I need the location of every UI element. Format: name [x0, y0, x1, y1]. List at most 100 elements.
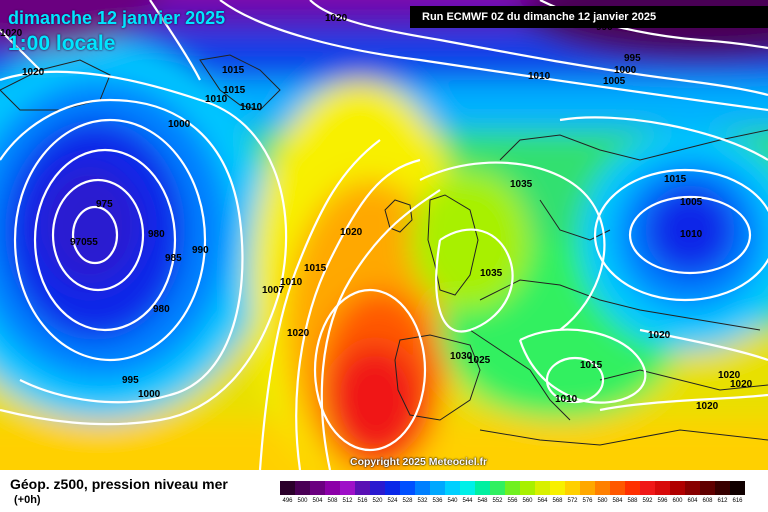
legend-label: 544 [462, 498, 473, 504]
legend-label: 560 [522, 498, 533, 504]
isobar-label: 1020 [696, 401, 719, 412]
z500-field-svg: 1020 1020 1020 1015 1015 1010 1010 1000 … [0, 0, 768, 470]
legend-swatch [520, 481, 535, 495]
map-footer: Géop. z500, pression niveau mer (+0h) 49… [0, 470, 768, 512]
isobar-label: 1020 [325, 13, 348, 24]
legend-swatch [535, 481, 550, 495]
legend-label: 584 [612, 498, 623, 504]
isobar-label: 1035 [480, 268, 503, 279]
legend-label: 520 [372, 498, 383, 504]
legend-swatch [565, 481, 580, 495]
field-title: Géop. z500, pression niveau mer [10, 476, 228, 492]
isobar-label: 1020 [718, 370, 741, 381]
isobar-label: 1010 [205, 94, 228, 105]
isobar-label: 1010 [680, 229, 703, 240]
isobar-label: 975 [96, 199, 113, 210]
legend-swatch [355, 481, 370, 495]
legend-label: 604 [687, 498, 698, 504]
legend-swatch [595, 481, 610, 495]
legend-swatch [460, 481, 475, 495]
legend-swatch [715, 481, 730, 495]
legend-label: 532 [417, 498, 428, 504]
isobar-label: 1015 [304, 263, 327, 274]
legend-swatch [670, 481, 685, 495]
legend-label: 600 [672, 498, 683, 504]
legend-swatch [640, 481, 655, 495]
legend-label: 524 [387, 498, 398, 504]
legend-swatch [295, 481, 310, 495]
isobar-label: 1000 [168, 119, 191, 130]
isobar-label: 1000 [614, 65, 637, 76]
legend-swatch [610, 481, 625, 495]
isobar-label: 1005 [680, 197, 703, 208]
coastlines [0, 54, 768, 446]
isobar-label: 1020 [0, 28, 23, 39]
isobar-label: 1007 [262, 285, 285, 296]
legend-swatch [625, 481, 640, 495]
map-title-date: dimanche 12 janvier 2025 [8, 8, 226, 28]
legend-label: 588 [627, 498, 638, 504]
legend-label: 552 [492, 498, 503, 504]
legend-label: 616 [732, 498, 743, 504]
legend-swatch [370, 481, 385, 495]
legend-swatch [505, 481, 520, 495]
isobar-label: 1015 [580, 360, 603, 371]
isobar-label: 1005 [603, 76, 626, 87]
legend-label: 504 [312, 498, 323, 504]
legend-label: 496 [282, 498, 293, 504]
legend-swatch [655, 481, 670, 495]
legend-label: 608 [702, 498, 713, 504]
legend-swatch [580, 481, 595, 495]
legend-label: 528 [402, 498, 413, 504]
weather-map: 1020 1020 1020 1015 1015 1010 1010 1000 … [0, 0, 768, 470]
isobar-label: 1035 [510, 179, 533, 190]
legend-label: 536 [432, 498, 443, 504]
isobar-label: 1015 [664, 174, 687, 185]
isobar-label: 1030 [450, 351, 473, 362]
isobar-label: 980 [153, 304, 170, 315]
isobars [0, 0, 768, 470]
map-title-time: 1:00 locale [8, 32, 116, 55]
isobar-label: 97055 [70, 237, 98, 248]
legend-swatch [490, 481, 505, 495]
isobar-label: 1025 [468, 355, 491, 366]
isobar-label: 1015 [222, 65, 245, 76]
legend-label: 500 [297, 498, 308, 504]
legend-label: 564 [537, 498, 548, 504]
isobar-label: 1010 [240, 102, 263, 113]
legend-swatch [550, 481, 565, 495]
isobar-label: 1010 [555, 394, 578, 405]
isobar-label: 1020 [648, 330, 671, 341]
isobar-labels: 1020 1020 1020 1015 1015 1010 1010 1000 … [0, 13, 753, 412]
legend-label: 516 [357, 498, 368, 504]
legend-swatch [400, 481, 415, 495]
isobar-label: 1010 [528, 71, 551, 82]
isobar-label: 1020 [22, 67, 45, 78]
legend-swatch [340, 481, 355, 495]
legend-label: 540 [447, 498, 458, 504]
isobar-label: 995 [624, 53, 641, 64]
legend-label: 596 [657, 498, 668, 504]
copyright-notice: Copyright 2025 Meteociel.fr [350, 456, 488, 468]
isobar-label: 995 [122, 375, 139, 386]
isobar-label: 1020 [340, 227, 363, 238]
legend-label: 572 [567, 498, 578, 504]
legend-swatch [475, 481, 490, 495]
isobar-label: 990 [192, 245, 209, 256]
isobar-label: 1020 [287, 328, 310, 339]
isobar-label: 980 [148, 229, 165, 240]
legend-label: 512 [342, 498, 353, 504]
legend-swatch [445, 481, 460, 495]
legend-swatch [280, 481, 295, 495]
run-info-text: Run ECMWF 0Z du dimanche 12 janvier 2025 [422, 11, 657, 23]
legend-swatch [325, 481, 340, 495]
legend-label: 508 [327, 498, 338, 504]
legend-swatch [385, 481, 400, 495]
legend-label: 580 [597, 498, 608, 504]
legend-label: 592 [642, 498, 653, 504]
legend-label: 612 [717, 498, 728, 504]
legend-swatch [310, 481, 325, 495]
legend-swatch [685, 481, 700, 495]
isobar-label: 1020 [730, 379, 753, 390]
legend-label: 556 [507, 498, 518, 504]
